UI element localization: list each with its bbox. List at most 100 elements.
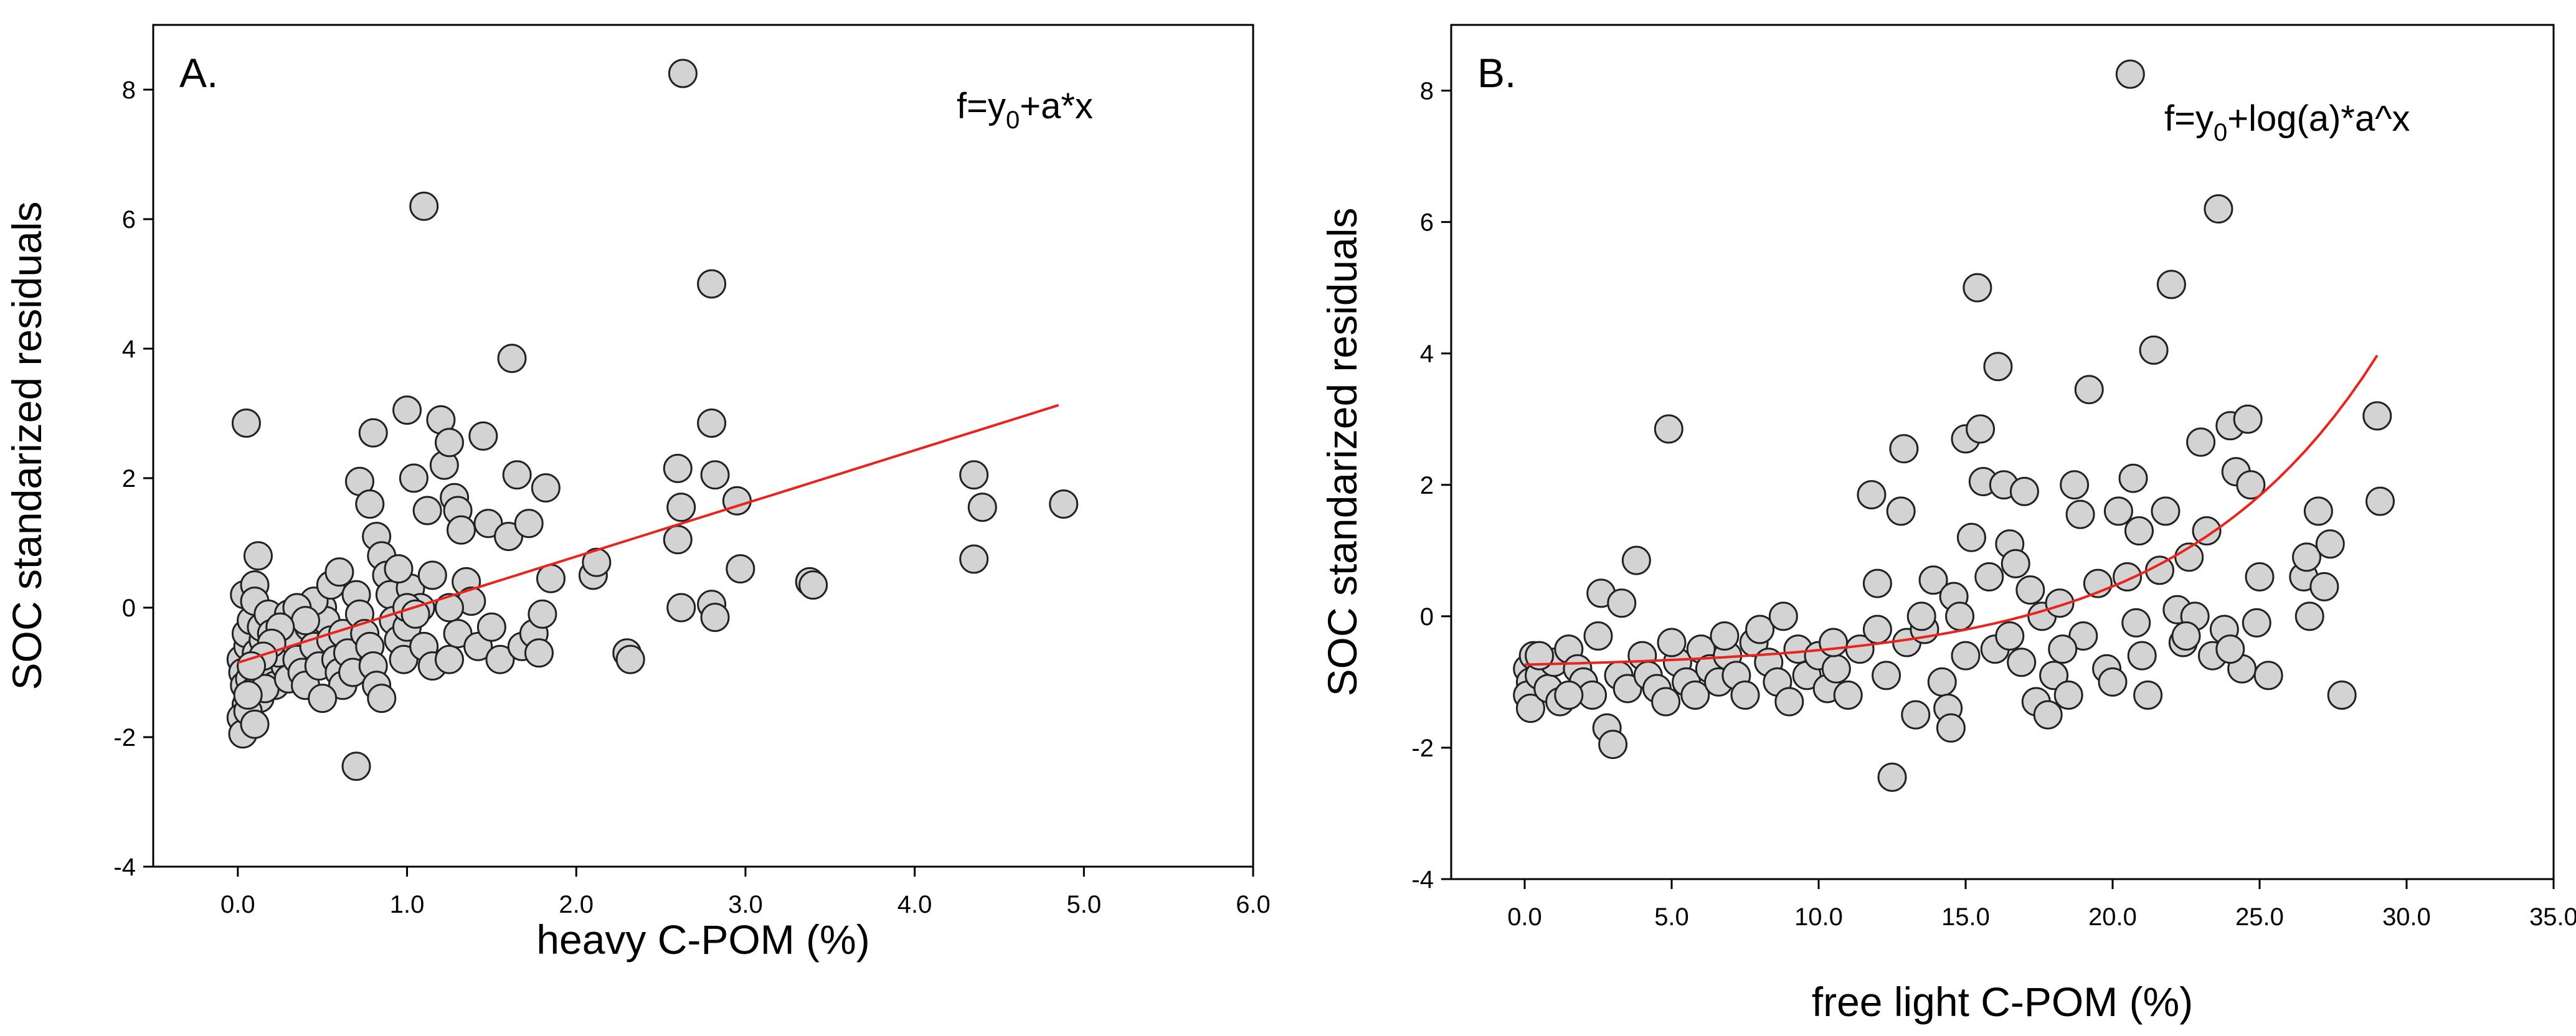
y-tick-label: 4 — [122, 336, 136, 363]
data-point — [1554, 680, 1584, 710]
data-point — [1680, 680, 1710, 710]
data-point — [2253, 661, 2283, 690]
chart-panel-a: 0.0 1.0 2.0 3.0 4.0 5.0 6.0 -4 -2 0 2 4 6 8 heavy C-PO… — [4, 24, 1271, 963]
formula-suffix: +log(a)*a^x — [2227, 98, 2410, 139]
data-point — [2215, 634, 2245, 664]
x-tick-label: 5.0 — [1067, 891, 1102, 918]
data-point — [2053, 680, 2083, 710]
x-tick-label: 25.0 — [2235, 903, 2284, 931]
data-point — [341, 751, 371, 781]
x-tick-label: 15.0 — [1941, 903, 1990, 931]
data-point — [959, 544, 989, 574]
data-point — [502, 460, 532, 490]
data-point — [2115, 59, 2145, 89]
data-point — [1821, 654, 1851, 684]
data-point — [1583, 621, 1613, 651]
data-point — [1956, 522, 1986, 552]
data-point — [434, 593, 464, 623]
data-point — [1819, 628, 1849, 657]
data-point — [2015, 575, 2045, 605]
data-point — [324, 557, 354, 587]
x-axis-title: free light C-POM (%) — [1812, 979, 2193, 1025]
data-point — [967, 492, 997, 522]
data-point — [399, 463, 429, 493]
data-point — [2103, 496, 2133, 526]
data-point — [2186, 427, 2216, 457]
x-tick-label: 5.0 — [1654, 903, 1689, 931]
data-point — [726, 554, 755, 584]
data-point — [2121, 608, 2151, 638]
data-point — [2007, 648, 2037, 677]
data-point — [2171, 621, 2201, 651]
data-point — [536, 563, 566, 593]
x-tick-label: 2.0 — [559, 891, 594, 918]
data-point — [1936, 713, 1966, 743]
data-point — [1525, 641, 1555, 671]
data-point — [2118, 463, 2148, 493]
x-tick-label: 20.0 — [2088, 903, 2137, 931]
data-point — [468, 421, 498, 451]
data-point — [2233, 404, 2263, 434]
data-point — [2098, 667, 2128, 697]
data-point — [663, 453, 693, 483]
data-point — [1857, 480, 1887, 510]
data-point — [355, 489, 385, 519]
data-point — [1730, 680, 1760, 710]
data-point — [400, 599, 430, 629]
data-point — [1049, 489, 1079, 519]
formula-prefix: f=y — [957, 86, 1006, 126]
data-point — [2127, 641, 2157, 671]
data-point — [2074, 375, 2104, 405]
data-point — [959, 460, 989, 490]
data-point — [2204, 194, 2233, 224]
data-point — [615, 644, 645, 674]
y-tick-label: 2 — [122, 465, 136, 492]
data-point — [2362, 401, 2392, 431]
data-point — [240, 709, 270, 739]
x-tick-label: 0.0 — [1507, 903, 1542, 931]
data-point — [1833, 680, 1863, 710]
data-point — [497, 344, 527, 374]
data-point — [1974, 562, 2004, 592]
data-point — [446, 515, 476, 545]
data-point — [1862, 568, 1892, 598]
y-tick-label: -2 — [1411, 735, 1434, 762]
x-tick-label: 30.0 — [2382, 903, 2431, 931]
data-point — [2156, 270, 2186, 299]
data-point — [1995, 621, 2025, 651]
data-point — [524, 638, 554, 668]
data-point — [367, 684, 397, 713]
y-axis-title: SOC standarized residuals — [1319, 207, 1365, 696]
y-axis-title: SOC standarized residuals — [4, 201, 50, 690]
data-point — [384, 554, 414, 584]
data-point — [1654, 414, 1683, 444]
data-point — [434, 428, 464, 458]
data-point — [1768, 601, 1798, 631]
scatter-points — [1513, 59, 2395, 792]
data-point — [2001, 549, 2030, 578]
panel-label: A. — [179, 50, 218, 96]
data-point — [2192, 516, 2222, 546]
data-point — [2124, 516, 2154, 546]
data-point — [2151, 496, 2181, 526]
data-point — [531, 473, 561, 503]
data-point — [2303, 496, 2333, 526]
data-point — [2245, 562, 2275, 592]
data-point — [412, 496, 442, 525]
data-point — [1901, 700, 1931, 730]
formula-subscript: 0 — [2214, 119, 2227, 146]
data-point — [666, 492, 696, 522]
x-tick-label: 6.0 — [1236, 891, 1271, 918]
data-point — [1598, 730, 1628, 760]
data-point — [2060, 470, 2090, 500]
x-tick-label: 35.0 — [2529, 903, 2576, 931]
data-point — [243, 541, 273, 571]
x-tick-label: 3.0 — [728, 891, 763, 918]
x-tick-label: 1.0 — [390, 891, 425, 918]
data-point — [2133, 680, 2163, 710]
plot-frame — [1450, 24, 2555, 880]
data-point — [1862, 615, 1892, 644]
y-tick-label: -2 — [113, 724, 136, 751]
data-point — [237, 651, 267, 681]
data-point — [476, 612, 506, 642]
